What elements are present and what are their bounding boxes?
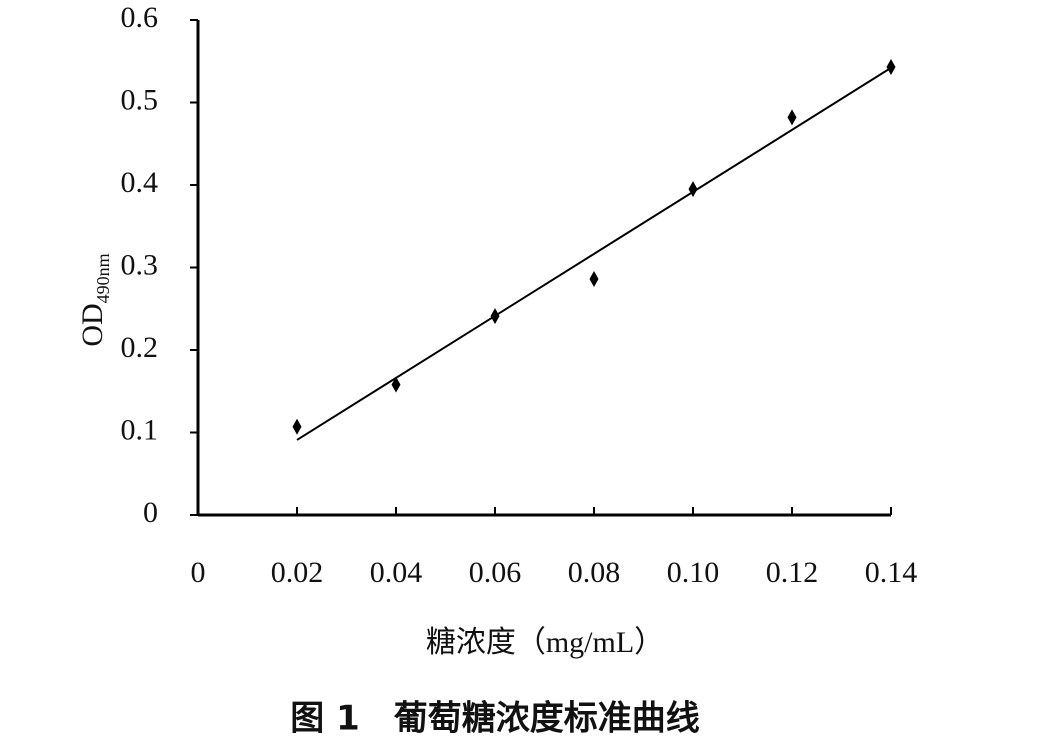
caption: 图 1 葡萄糖浓度标准曲线 bbox=[290, 699, 700, 739]
y-tick-label: 0.6 bbox=[121, 1, 159, 34]
fit-line bbox=[296, 67, 892, 441]
point bbox=[391, 376, 401, 393]
point bbox=[589, 271, 599, 288]
x-tick-label: 0 bbox=[191, 556, 206, 589]
point bbox=[688, 181, 698, 198]
point bbox=[886, 59, 896, 76]
x-axis-label: 糖浓度（mg/mL） bbox=[426, 626, 664, 659]
y-tick-label: 0.1 bbox=[121, 413, 159, 446]
x-tick-label: 0.06 bbox=[469, 556, 522, 589]
x-tick-label: 0.10 bbox=[667, 556, 720, 589]
y-axis-label-subscript: 490nm bbox=[93, 253, 113, 303]
y-axis-label: OD490nm bbox=[76, 253, 113, 346]
x-tick-label: 0.12 bbox=[766, 556, 819, 589]
x-tick-label: 0.04 bbox=[370, 556, 423, 589]
x-tick-label: 0.02 bbox=[271, 556, 324, 589]
y-tick-label: 0.4 bbox=[121, 166, 159, 199]
point bbox=[490, 308, 500, 325]
x-tick-label: 0.08 bbox=[568, 556, 621, 589]
point bbox=[787, 109, 797, 126]
x-tick-label: 0.14 bbox=[865, 556, 918, 589]
y-axis-label-main: OD bbox=[76, 303, 109, 346]
y-tick-label: 0.3 bbox=[121, 248, 159, 281]
point bbox=[292, 418, 302, 435]
y-tick-label: 0.2 bbox=[121, 331, 159, 364]
y-tick-label: 0 bbox=[143, 496, 158, 529]
y-tick-label: 0.5 bbox=[121, 83, 159, 116]
